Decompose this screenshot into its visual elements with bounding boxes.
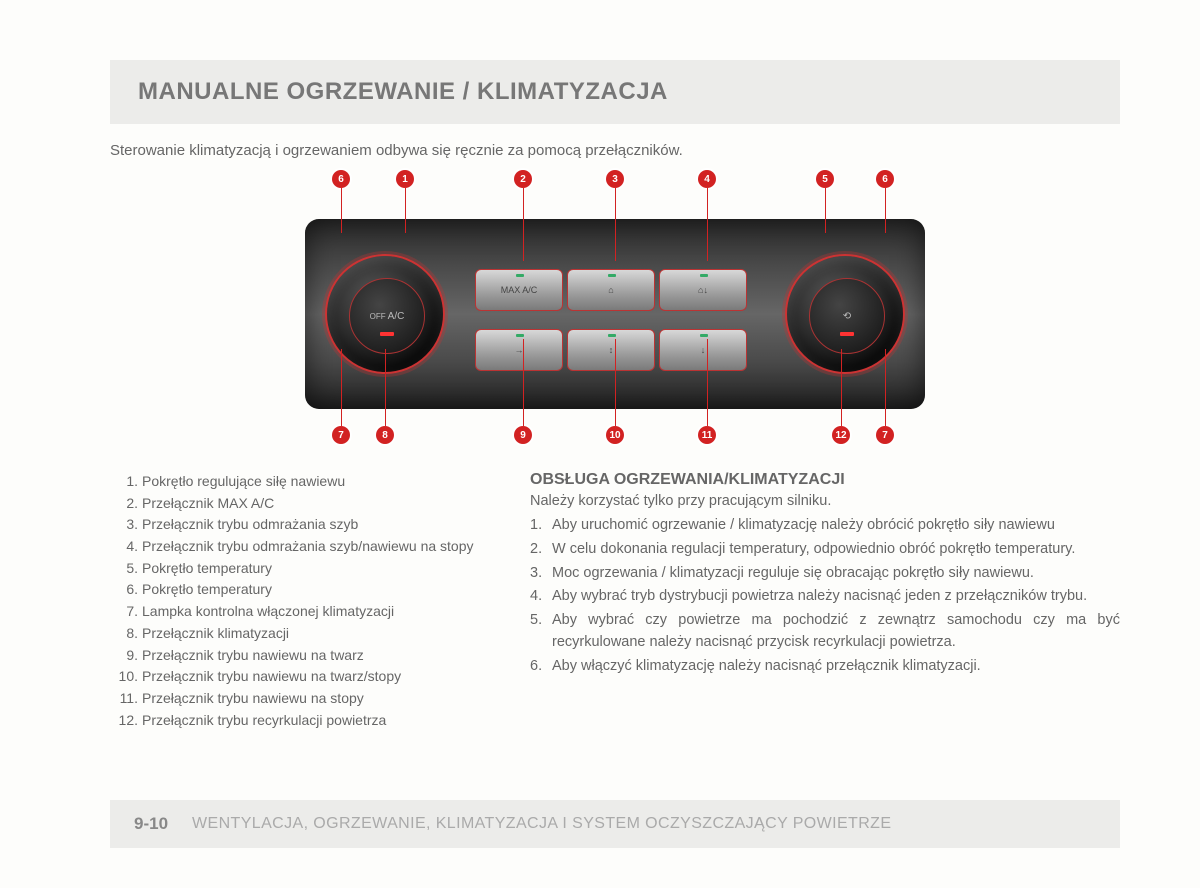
hvac-diagram: OFF A/C ⟲ MAX A/C ⌂ ⌂↓ → ↕ ↓ 61234567891… [255,169,975,459]
callout-badge: 5 [816,170,834,188]
step-item: 3.Moc ogrzewania / klimatyzacji reguluje… [530,563,1120,585]
callout-leader [523,188,524,261]
button-row-top: MAX A/C ⌂ ⌂↓ [475,269,747,311]
legend-item: 3.Przełącznik trybu odmrażania szyb [110,514,490,536]
callout-badge: 11 [698,426,716,444]
operation-column: OBSŁUGA OGRZEWANIA/KLIMATYZACJI Należy k… [530,471,1120,731]
dial-indicator-icon [840,332,854,336]
callout-leader [341,188,342,233]
defrost-button: ⌂ [567,269,655,311]
footer-text: WENTYLACJA, OGRZEWANIE, KLIMATYZACJA I S… [192,815,891,833]
page-footer: 9-10 WENTYLACJA, OGRZEWANIE, KLIMATYZACJ… [110,800,1120,848]
legend-item: 10.Przełącznik trybu nawiewu na twarz/st… [110,666,490,688]
callout-badge: 6 [876,170,894,188]
callout-leader [615,339,616,426]
face-feet-button: ↕ [567,329,655,371]
callout-leader [707,339,708,426]
defrost-feet-button: ⌂↓ [659,269,747,311]
callout-badge: 9 [514,426,532,444]
callout-leader [405,188,406,233]
callout-badge: 4 [698,170,716,188]
callout-badge: 7 [876,426,894,444]
step-item: 1.Aby uruchomić ogrzewanie / klimatyzacj… [530,515,1120,537]
legend-item: 7.Lampka kontrolna włączonej klimatyzacj… [110,601,490,623]
callout-badge: 10 [606,426,624,444]
legend-item: 2.Przełącznik MAX A/C [110,493,490,515]
legend-column: 1.Pokrętło regulujące siłę nawiewu2.Prze… [110,471,490,731]
page-title: MANUALNE OGRZEWANIE / KLIMATYZACJA [138,78,1092,106]
callout-leader [615,188,616,261]
callout-leader [385,349,386,426]
legend-item: 8.Przełącznik klimatyzacji [110,623,490,645]
legend-item: 4.Przełącznik trybu odmrażania szyb/nawi… [110,536,490,558]
callout-badge: 7 [332,426,350,444]
dial-indicator-icon [380,332,394,336]
operation-heading: OBSŁUGA OGRZEWANIA/KLIMATYZACJI [530,471,1120,489]
max-ac-button: MAX A/C [475,269,563,311]
callout-leader [825,188,826,233]
recirc-icon: ⟲ [809,278,885,354]
legend-item: 5.Pokrętło temperatury [110,558,490,580]
callout-badge: 3 [606,170,624,188]
legend-item: 11.Przełącznik trybu nawiewu na stopy [110,688,490,710]
steps-list: 1.Aby uruchomić ogrzewanie / klimatyzacj… [530,515,1120,677]
callout-badge: 8 [376,426,394,444]
legend-item: 6.Pokrętło temperatury [110,579,490,601]
callout-leader [707,188,708,261]
callout-badge: 2 [514,170,532,188]
ac-label: OFF A/C [349,278,425,354]
callout-leader [885,188,886,233]
title-bar: MANUALNE OGRZEWANIE / KLIMATYZACJA [110,60,1120,124]
legend-item: 12.Przełącznik trybu recyrkulacji powiet… [110,710,490,732]
callout-leader [341,349,342,426]
callout-leader [841,349,842,426]
step-item: 4.Aby wybrać tryb dystrybucji powietrza … [530,586,1120,608]
callout-leader [885,349,886,426]
intro-text: Sterowanie klimatyzacją i ogrzewaniem od… [110,142,1120,159]
face-button: → [475,329,563,371]
callout-leader [523,339,524,426]
callout-badge: 6 [332,170,350,188]
callout-badge: 12 [832,426,850,444]
legend-list: 1.Pokrętło regulujące siłę nawiewu2.Prze… [110,471,490,731]
temp-dial: ⟲ [785,254,905,374]
operation-sub: Należy korzystać tylko przy pracującym s… [530,493,1120,509]
legend-item: 1.Pokrętło regulujące siłę nawiewu [110,471,490,493]
feet-button: ↓ [659,329,747,371]
step-item: 6.Aby włączyć klimatyzację należy nacisn… [530,656,1120,678]
step-item: 5.Aby wybrać czy powietrze ma pochodzić … [530,610,1120,654]
page-number: 9-10 [134,814,168,834]
legend-item: 9.Przełącznik trybu nawiewu na twarz [110,645,490,667]
callout-badge: 1 [396,170,414,188]
step-item: 2.W celu dokonania regulacji temperatury… [530,539,1120,561]
